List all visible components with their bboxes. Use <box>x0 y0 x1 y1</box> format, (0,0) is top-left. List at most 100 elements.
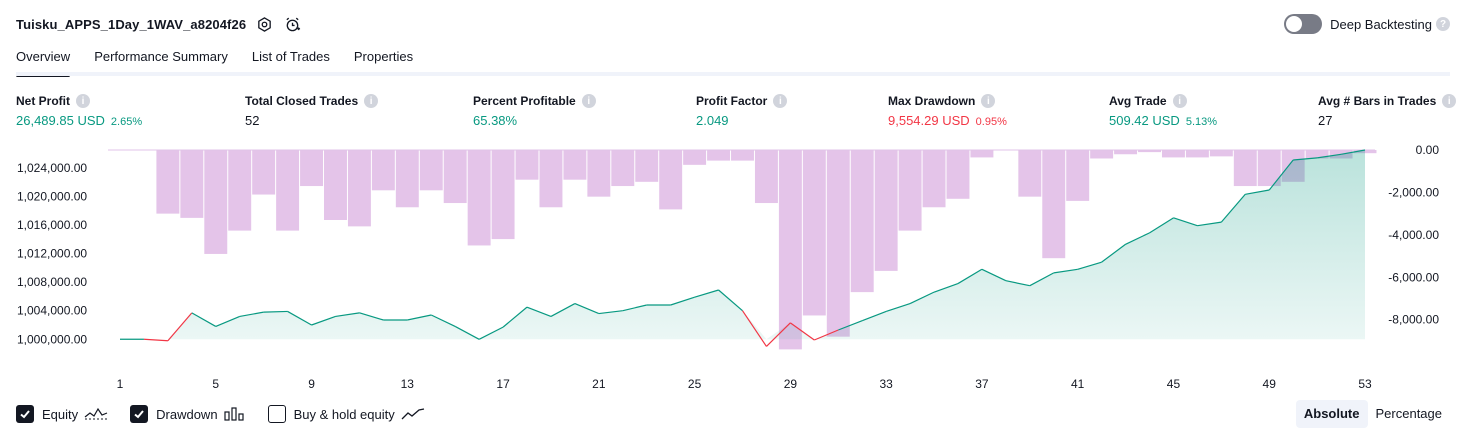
metric-net-profit: Net Profit i 26,489.85 USD 2.65% <box>16 92 142 130</box>
metric-label: Avg Trade <box>1109 94 1167 108</box>
equity-segment <box>742 310 767 347</box>
left-axis-tick-label: 1,000,000.00 <box>17 332 87 346</box>
right-axis-tick-label: 0.00 <box>1416 143 1440 157</box>
equity-segment <box>694 289 719 298</box>
drawdown-bar <box>1018 150 1042 197</box>
left-axis-tick-label: 1,016,000.00 <box>17 218 87 232</box>
equity-segment <box>861 310 887 322</box>
metric-value: 26,489.85 USD <box>16 113 105 128</box>
equity-segment <box>1293 157 1318 161</box>
equity-area <box>120 150 1365 340</box>
drawdown-bar <box>1185 150 1209 158</box>
question-icon[interactable]: ? <box>1436 17 1450 31</box>
metric-value: 65.38% <box>473 113 518 128</box>
drawdown-bar <box>659 150 683 210</box>
percentage-button[interactable]: Percentage <box>1375 406 1443 421</box>
metric-percent-profitable: Percent Profitable i 65.38% <box>473 92 596 130</box>
tab-list-of-trades[interactable]: List of Trades <box>251 49 330 64</box>
absolute-button[interactable]: Absolute <box>1295 400 1368 428</box>
equity-segment <box>957 268 983 285</box>
x-axis-tick-label: 49 <box>1263 377 1277 391</box>
drawdown-bar <box>778 150 802 350</box>
equity-segment <box>1173 217 1198 227</box>
settings-hexagon-icon[interactable] <box>254 14 274 34</box>
equity-segment <box>766 322 791 347</box>
strategy-name: Tuisku_APPS_1Day_1WAV_a8204f26 <box>16 16 247 32</box>
equity-segment <box>1029 272 1055 287</box>
info-icon[interactable]: i <box>76 94 90 108</box>
equity-segment <box>1053 268 1078 274</box>
equity-segment <box>1268 159 1294 191</box>
drawdown-bar <box>515 150 539 180</box>
drawdown-bar <box>1090 150 1114 159</box>
drawdown-bar <box>802 150 826 316</box>
equity-segment <box>1317 153 1342 159</box>
equity-drawdown-chart[interactable]: 1,000,000.00 1,004,000.00 1,008,000.00 1,01… <box>0 140 1466 400</box>
equity-segment <box>1077 261 1102 270</box>
legend-drawdown[interactable]: Drawdown <box>130 405 245 423</box>
equity-segment <box>359 312 384 321</box>
x-axis-tick-label: 45 <box>1167 377 1181 391</box>
drawdown-bar <box>850 150 874 293</box>
left-axis-tick-label: 1,004,000.00 <box>17 304 87 318</box>
drawdown-bar <box>1209 150 1233 157</box>
drawdown-bar <box>635 150 659 182</box>
info-icon[interactable]: i <box>581 94 596 108</box>
drawdown-bar <box>898 150 922 231</box>
equity-segment <box>885 303 911 312</box>
drawdown-bar <box>491 150 515 240</box>
equity-segment <box>1101 243 1126 263</box>
drawdown-bar <box>204 150 228 254</box>
drawdown-bar <box>1161 150 1185 158</box>
tab-properties[interactable]: Properties <box>353 49 414 64</box>
equity-segment <box>550 303 576 317</box>
equity-segment <box>1149 217 1174 234</box>
tab-performance-summary[interactable]: Performance Summary <box>94 49 228 64</box>
drawdown-bar <box>324 150 347 220</box>
equity-segment <box>1125 232 1150 245</box>
drawdown-bar <box>539 150 563 208</box>
x-axis-tick-label: 25 <box>688 377 702 391</box>
deep-backtesting-toggle[interactable] <box>1284 14 1323 34</box>
equity-segment <box>718 289 743 312</box>
equity-segment <box>574 303 600 315</box>
left-axis-tick-label: 1,012,000.00 <box>17 247 87 261</box>
drawdown-bar <box>371 150 395 191</box>
drawdown-bar <box>156 150 180 214</box>
info-icon[interactable]: i <box>1442 94 1457 108</box>
buy-hold-line-icon <box>401 407 425 421</box>
legend-equity[interactable]: Equity <box>16 405 108 423</box>
equity-segment <box>215 315 240 327</box>
equity-segment <box>287 310 312 326</box>
equity-segment <box>1220 193 1246 223</box>
metric-label: Total Closed Trades <box>245 94 359 108</box>
equity-line-icon <box>84 407 108 421</box>
metric-label: Percent Profitable <box>473 94 576 108</box>
drawdown-checkbox[interactable] <box>130 405 149 423</box>
info-icon[interactable]: i <box>364 94 379 108</box>
equity-segment <box>1005 280 1030 287</box>
add-alert-clock-icon[interactable] <box>282 14 302 34</box>
drawdown-bar <box>970 150 994 158</box>
legend-buy-hold[interactable]: Buy & hold equity <box>267 405 425 423</box>
drawdown-bar <box>826 150 850 337</box>
equity-segment <box>981 268 1007 282</box>
info-icon[interactable]: i <box>981 94 996 108</box>
left-axis-tick-label: 1,008,000.00 <box>17 275 87 289</box>
equity-checkbox[interactable] <box>16 405 34 423</box>
metric-avg-trade: Avg Trade i 509.42 USD 5.13% <box>1109 92 1217 130</box>
info-icon[interactable]: i <box>1172 94 1187 108</box>
drawdown-bar <box>395 150 419 208</box>
buy-hold-checkbox[interactable] <box>267 405 286 423</box>
info-icon[interactable]: i <box>773 94 788 108</box>
equity-segment <box>526 306 552 317</box>
metric-value: 509.42 USD <box>1109 113 1180 128</box>
tab-overview[interactable]: Overview <box>16 46 71 77</box>
drawdown-bar <box>1138 150 1161 153</box>
right-axis-tick-label: -4,000.00 <box>1388 228 1439 242</box>
equity-segment <box>838 320 863 331</box>
deep-backtesting: Deep Backtesting ? <box>1284 12 1450 36</box>
x-axis-tick-label: 5 <box>212 377 219 391</box>
metric-label: Max Drawdown <box>888 94 976 108</box>
equity-segment <box>311 315 336 326</box>
